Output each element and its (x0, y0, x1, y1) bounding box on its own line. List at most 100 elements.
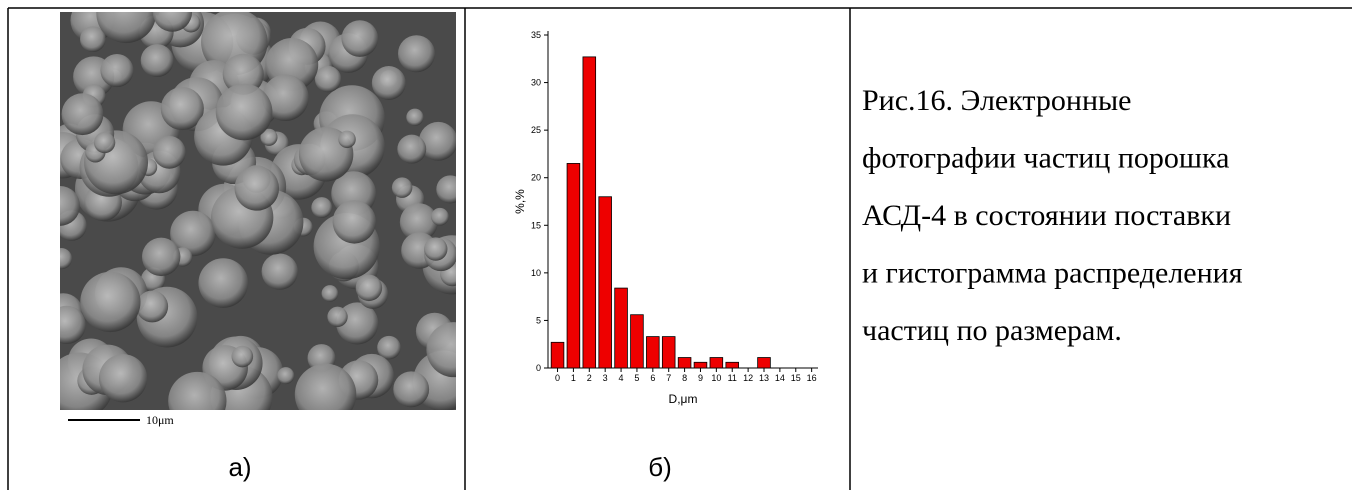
particle (277, 367, 295, 385)
particle (152, 136, 186, 169)
bar (757, 357, 771, 369)
particle (377, 335, 401, 360)
particle (141, 237, 181, 277)
y-tick-label: 5 (536, 315, 541, 325)
y-tick-label: 10 (531, 268, 541, 278)
bar (646, 336, 660, 369)
x-tick-label: 2 (587, 373, 592, 383)
x-tick-label: 10 (711, 373, 721, 383)
x-tick-label: 14 (775, 373, 785, 383)
x-tick-label: 11 (728, 373, 737, 383)
particle (355, 274, 383, 302)
particle (234, 166, 280, 211)
panel-label: а) (228, 452, 251, 482)
particle (294, 363, 357, 410)
x-tick-label: 0 (555, 373, 560, 383)
particle (406, 108, 424, 126)
bar (566, 163, 581, 369)
bar (630, 314, 644, 369)
bar (598, 196, 612, 369)
particle (338, 130, 356, 149)
particle (391, 177, 413, 198)
y-tick-label: 15 (531, 220, 541, 230)
x-tick-label: 8 (682, 373, 687, 383)
particle (418, 121, 456, 161)
particle (215, 83, 273, 141)
bar (709, 357, 724, 369)
caption-line: АСД-4 в состоянии поставки (862, 199, 1231, 232)
y-tick-label: 0 (536, 363, 541, 373)
particle (160, 87, 204, 131)
x-tick-label: 7 (666, 373, 671, 383)
y-tick-label: 35 (531, 30, 541, 40)
panel-label: б) (648, 452, 672, 482)
x-tick-label: 5 (634, 373, 639, 383)
particle (436, 175, 456, 204)
particle (399, 203, 438, 242)
particle (60, 185, 80, 226)
y-tick-label: 20 (531, 173, 541, 183)
y-axis-label: %,% (513, 189, 527, 214)
particle (341, 20, 379, 57)
particle (393, 371, 430, 408)
particle (314, 65, 342, 93)
particle (397, 134, 427, 164)
x-tick-label: 9 (698, 373, 703, 383)
scale-label: 10μm (146, 413, 174, 427)
particle (424, 237, 448, 261)
bar (677, 357, 692, 369)
particle (170, 210, 216, 257)
particle (79, 26, 106, 53)
x-tick-label: 16 (807, 373, 817, 383)
bar (614, 287, 628, 369)
particle (60, 248, 73, 270)
x-tick-label: 15 (791, 373, 801, 383)
particle (100, 53, 134, 88)
particle (152, 12, 193, 32)
particle (61, 93, 104, 136)
x-tick-label: 4 (619, 373, 624, 383)
table-borders (7, 7, 1352, 490)
particle (321, 285, 339, 302)
caption: Рис.16. Электронные фотографии частиц пор… (862, 84, 1243, 347)
particle (332, 200, 377, 244)
y-tick-label: 30 (531, 78, 541, 88)
x-tick-label: 13 (759, 373, 769, 383)
particle (397, 35, 436, 73)
caption-line: частиц по размерам. (862, 314, 1122, 347)
caption-line: и гистограмма распределения (862, 257, 1243, 290)
bar (550, 341, 565, 369)
particle (262, 74, 309, 121)
particle (60, 305, 86, 345)
y-tick-label: 25 (531, 125, 541, 135)
particle (426, 322, 456, 378)
particle (222, 53, 264, 95)
particle (431, 207, 449, 226)
x-tick-label: 1 (571, 373, 576, 383)
particle (327, 306, 348, 327)
particle (231, 345, 254, 368)
bar (725, 361, 739, 369)
particle (311, 197, 333, 218)
particle (261, 253, 298, 290)
x-tick-label: 6 (650, 373, 655, 383)
bar (693, 361, 708, 369)
x-axis-label: D,μm (669, 392, 698, 406)
caption-line: Рис.16. Электронные (862, 84, 1132, 117)
particle (80, 271, 141, 333)
particle (260, 128, 278, 146)
particle (168, 371, 227, 410)
x-tick-label: 3 (603, 373, 608, 383)
particle (136, 290, 169, 323)
particle (98, 354, 148, 403)
caption-line: фотографии частиц порошка (862, 142, 1229, 175)
x-tick-label: 12 (743, 373, 753, 383)
particle (96, 12, 157, 44)
bar (582, 56, 597, 369)
particle (93, 131, 116, 154)
bar (661, 336, 676, 369)
particle (140, 44, 174, 78)
sem-image (60, 12, 456, 410)
